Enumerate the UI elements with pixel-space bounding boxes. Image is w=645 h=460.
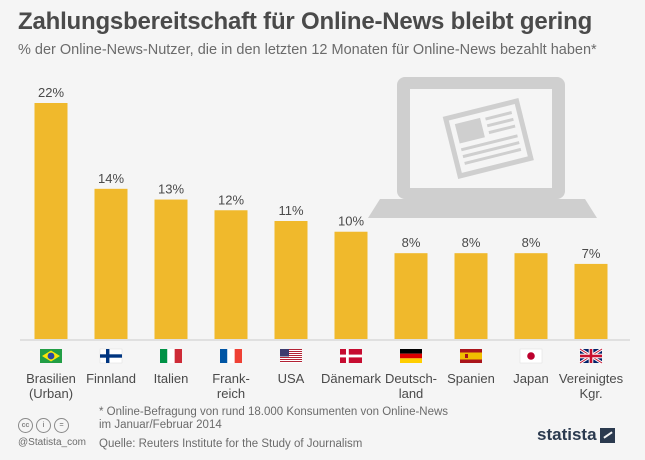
statista-logo-icon xyxy=(599,427,615,443)
value-label-dänemark: 10% xyxy=(338,214,364,229)
france-flag-icon xyxy=(220,349,242,363)
category-label-frank-reich: Frank- xyxy=(212,371,250,386)
bar-frank-reich xyxy=(214,210,248,339)
chart-subtitle: % der Online-News-Nutzer, die in den let… xyxy=(18,42,597,58)
category-label-spanien: Spanien xyxy=(447,371,495,386)
value-label-brasilien-urban: 22% xyxy=(38,85,64,100)
value-label-frank-reich: 12% xyxy=(218,192,244,207)
category-label-usa: USA xyxy=(278,371,305,386)
brazil-flag-icon xyxy=(40,349,62,363)
category-label-vereinigtes-kgr: Kgr. xyxy=(579,386,602,401)
bar-japan xyxy=(514,253,548,339)
value-label-japan: 8% xyxy=(522,235,541,250)
laptop-news-icon xyxy=(368,77,597,218)
category-label-dänemark: Dänemark xyxy=(321,371,381,386)
statista-handle: @Statista_com xyxy=(18,437,86,448)
category-label-deutsch-land: Deutsch- xyxy=(385,371,437,386)
bar-brasilien-urban xyxy=(34,103,68,339)
finland-flag-icon xyxy=(99,348,123,364)
bar-spanien xyxy=(454,253,488,339)
value-label-italien: 13% xyxy=(158,182,184,197)
chart-title: Zahlungsbereitschaft für Online-News ble… xyxy=(18,8,593,35)
usa-flag-icon xyxy=(280,349,302,363)
value-label-usa: 11% xyxy=(278,203,303,218)
category-label-japan: Japan xyxy=(513,371,548,386)
denmark-flag-icon xyxy=(340,349,362,363)
bar-italien xyxy=(154,199,188,339)
germany-flag-icon xyxy=(400,349,422,363)
source-note: Quelle: Reuters Institute for the Study … xyxy=(99,438,363,450)
category-label-brasilien-urban: Brasilien xyxy=(26,371,76,386)
category-label-finnland: Finnland xyxy=(86,371,136,386)
italy-flag-icon xyxy=(160,349,182,363)
attribution-icon: i xyxy=(36,418,51,433)
category-label-brasilien-urban: (Urban) xyxy=(29,386,73,401)
statista-logo[interactable]: statista xyxy=(537,425,615,445)
category-label-italien: Italien xyxy=(154,371,189,386)
category-label-deutsch-land: land xyxy=(399,386,424,401)
japan-flag-icon xyxy=(519,348,543,364)
bar-dänemark xyxy=(334,231,368,339)
uk-flag-icon xyxy=(579,347,603,365)
bar-usa xyxy=(274,221,308,339)
footnote: * Online-Befragung von rund 18.000 Konsu… xyxy=(99,406,449,431)
value-label-spanien: 8% xyxy=(462,235,481,250)
value-label-finnland: 14% xyxy=(98,171,124,186)
category-label-frank-reich: reich xyxy=(217,386,245,401)
bar-vereinigtes-kgr xyxy=(574,263,608,339)
spain-flag-icon xyxy=(460,349,482,363)
bar-finnland xyxy=(94,188,128,339)
license-icons: cc i = xyxy=(18,418,69,433)
value-label-deutsch-land: 8% xyxy=(402,235,421,250)
bar-deutsch-land xyxy=(394,253,428,339)
no-derivatives-icon: = xyxy=(54,418,69,433)
value-label-vereinigtes-kgr: 7% xyxy=(582,246,601,261)
cc-icon: cc xyxy=(18,418,33,433)
category-label-vereinigtes-kgr: Vereinigtes xyxy=(559,371,624,386)
statista-logo-text: statista xyxy=(537,425,597,444)
